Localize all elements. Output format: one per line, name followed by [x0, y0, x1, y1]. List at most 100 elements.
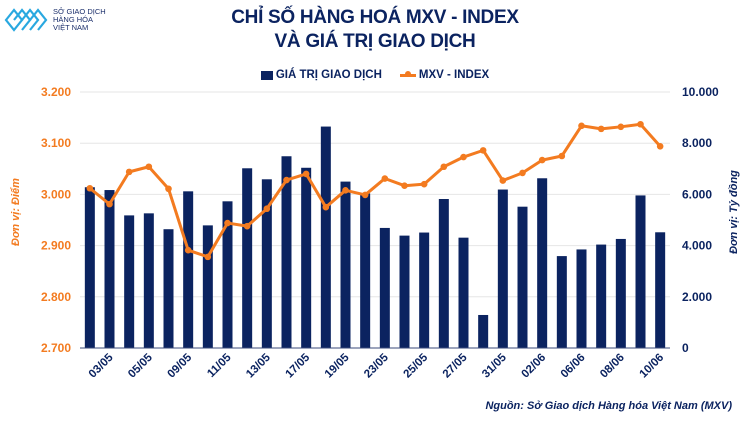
logo-text-3: VIỆT NAM [53, 23, 89, 32]
x-tick-label: 08/06 [598, 352, 627, 381]
mxv-index-point [617, 123, 625, 131]
mxv-index-point [538, 156, 546, 164]
mxv-index-point [184, 246, 192, 254]
chart-title: CHỈ SỐ HÀNG HOÁ MXV - INDEX VÀ GIÁ TRỊ G… [0, 6, 750, 54]
mxv-index-point [479, 147, 487, 154]
mxv-index-point [86, 184, 94, 192]
mxv-index-point [401, 182, 408, 189]
mxv-index-point [361, 191, 369, 199]
mxv-index-point [243, 222, 251, 230]
x-tick-label: 10/06 [637, 352, 666, 381]
logo-text-1: SỞ GIAO DỊCH [53, 7, 106, 16]
bar [615, 238, 626, 348]
bar [163, 229, 174, 348]
x-tick-label: 31/05 [480, 351, 509, 380]
mxv-index-point [499, 177, 507, 184]
mxv-index-point [145, 163, 153, 171]
chart-title-line1: CHỈ SỐ HÀNG HOÁ MXV - INDEX [231, 7, 519, 28]
x-tick-label: 13/05 [244, 351, 273, 380]
mxv-index-point [381, 175, 389, 182]
y-left-tick-label: 2.700 [41, 341, 71, 355]
y-left-axis-label: Đơn vị: Điểm [10, 178, 22, 246]
mxv-index-point [224, 219, 231, 227]
bar [497, 189, 508, 348]
mxv-index-point [558, 152, 566, 160]
legend-swatch-line [399, 71, 416, 77]
mxv-index-point [597, 125, 605, 133]
y-right-tick-label: 8.000 [682, 136, 712, 150]
bar [478, 314, 489, 348]
bar [301, 167, 312, 348]
y-left-tick-label: 2.800 [41, 290, 71, 304]
y-left-tick-label: 2.900 [41, 239, 71, 253]
bar [281, 156, 292, 348]
bar [556, 256, 567, 348]
bar [576, 249, 587, 348]
bar [596, 244, 607, 348]
y-left-tick-label: 3.100 [41, 136, 71, 150]
bar [183, 191, 194, 348]
x-tick-label: 27/05 [441, 351, 470, 380]
mxv-index-point [460, 153, 467, 161]
bar [222, 201, 233, 348]
mxv-index-point [440, 163, 448, 171]
bar [143, 213, 154, 348]
mxv-index-point [263, 205, 271, 213]
mxv-index-point [322, 203, 330, 211]
source-note: Nguồn: Sở Giao dịch Hàng hóa Việt Nam (M… [485, 400, 732, 412]
y-left-tick-label: 3.000 [41, 187, 71, 201]
legend-label-line: MXV - INDEX [418, 69, 490, 81]
mxv-index-point [302, 170, 310, 178]
bar [655, 232, 666, 348]
bar [419, 232, 430, 348]
x-tick-label: 05/05 [126, 351, 155, 380]
bar [104, 190, 115, 348]
bar [124, 215, 135, 348]
mxv-index-point [106, 200, 113, 208]
bar [84, 187, 95, 348]
y-right-tick-label: 4.000 [682, 239, 712, 253]
legend-label-bars: GIÁ TRỊ GIAO DỊCH [275, 69, 382, 81]
logo-icon [4, 8, 48, 32]
mxv-index-point [342, 187, 349, 194]
bar [261, 179, 272, 348]
legend-swatch-bars [260, 70, 273, 80]
bar [379, 227, 390, 348]
bar [202, 225, 213, 348]
y-left-tick-label: 3.200 [41, 85, 71, 99]
bar [458, 237, 469, 348]
y-right-axis-label: Đơn vị: Tỷ đồng [728, 170, 740, 254]
mxv-index-point [578, 122, 585, 130]
logo-text-2: HÀNG HÓA [53, 15, 94, 24]
y-right-tick-label: 6.000 [682, 187, 712, 201]
y-right-tick-label: 0 [682, 341, 689, 355]
bar [242, 168, 253, 348]
legend-item-line: MXV - INDEX [399, 69, 490, 81]
mxv-index-point [165, 185, 172, 193]
bar [340, 181, 351, 348]
x-tick-label: 25/05 [401, 351, 430, 380]
bar [360, 193, 371, 348]
mxv-index-line [88, 122, 662, 259]
x-tick-label: 09/05 [165, 351, 194, 380]
mxv-index-point [519, 169, 526, 177]
x-tick-label: 23/05 [362, 351, 391, 380]
mxv-index-point [125, 168, 133, 176]
bar [438, 199, 449, 348]
mxv-index-point [637, 120, 644, 128]
bar [517, 206, 528, 348]
legend-item-bars: GIÁ TRỊ GIAO DỊCH [260, 69, 382, 81]
x-tick-label: 06/06 [559, 352, 588, 381]
bar [635, 195, 646, 348]
chart-title-line2: VÀ GIÁ TRỊ GIAO DỊCH [274, 31, 476, 52]
bar [320, 126, 331, 348]
x-tick-label: 11/05 [205, 351, 234, 380]
y-right-tick-label: 2.000 [682, 290, 712, 304]
x-tick-label: 17/05 [283, 351, 312, 380]
legend: GIÁ TRỊ GIAO DỊCH MXV - INDEX [0, 69, 750, 81]
x-tick-label: 02/06 [519, 352, 548, 381]
mxv-index-point [283, 176, 290, 184]
logo: SỞ GIAO DỊCH HÀNG HÓA VIỆT NAM [4, 4, 106, 36]
mxv-index-point [204, 253, 212, 261]
